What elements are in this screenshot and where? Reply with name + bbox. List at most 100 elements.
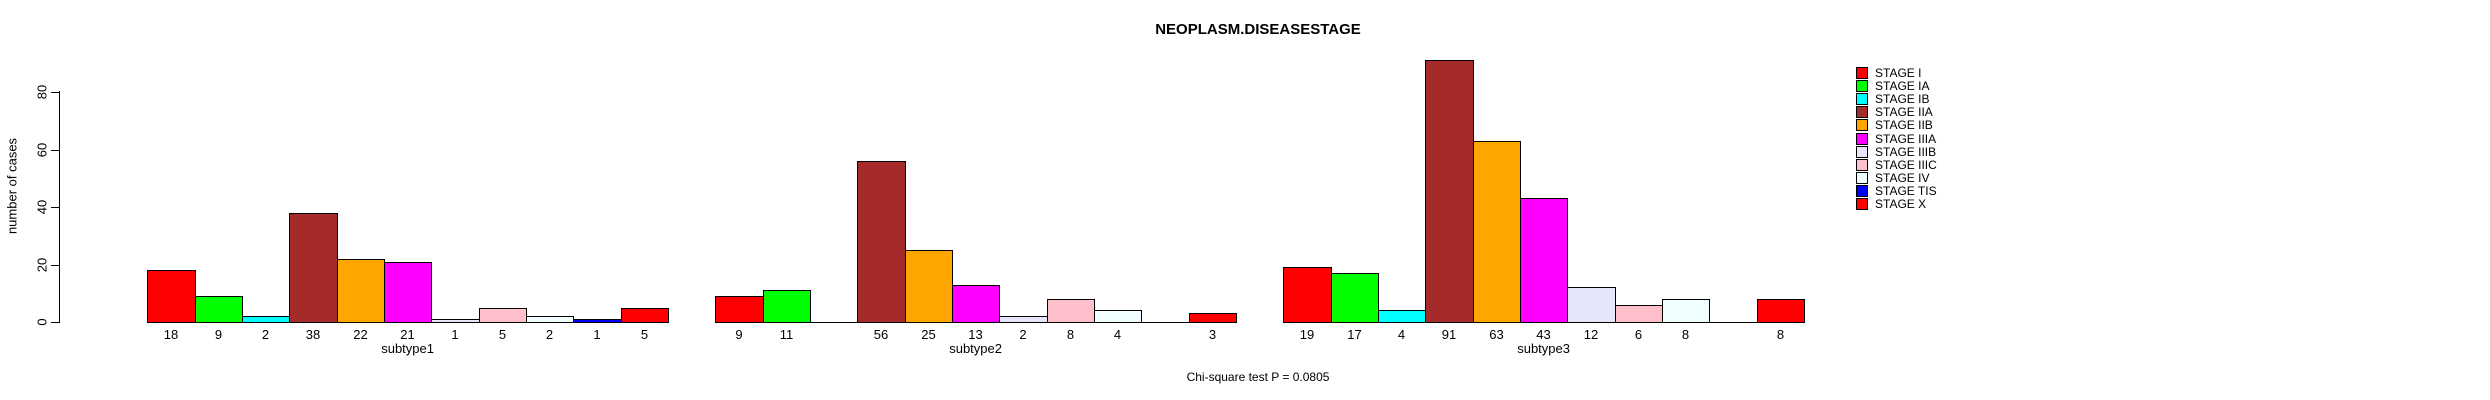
bar-stage-iiia	[952, 285, 1000, 323]
legend-swatch	[1856, 133, 1868, 145]
legend-swatch	[1856, 159, 1868, 171]
legend-swatch	[1856, 119, 1868, 131]
bar-value-label: 22	[353, 327, 368, 342]
legend-label: STAGE I	[1875, 66, 1922, 80]
bar-value-label: 3	[1208, 327, 1217, 342]
bar-value-label: 12	[1583, 327, 1599, 342]
legend-swatch	[1856, 146, 1868, 158]
bar-stage-ib	[242, 316, 290, 323]
bar-stage-iiic	[479, 308, 527, 323]
bar-stage-ia	[1331, 273, 1379, 323]
bar-value-label: 11	[779, 327, 794, 342]
bar-stage-iia	[289, 213, 338, 323]
legend-label: STAGE IA	[1875, 79, 1930, 93]
y-tick-label: 0	[34, 318, 50, 326]
legend-swatch	[1856, 67, 1868, 79]
legend-swatch	[1856, 185, 1868, 197]
bar-stage-ia	[763, 290, 811, 323]
bar-value-label: 4	[1397, 327, 1406, 342]
bar-stage-iib	[337, 259, 385, 323]
bar-value-label: 2	[545, 327, 554, 342]
legend-label: STAGE IIA	[1875, 105, 1933, 119]
legend-label: STAGE X	[1875, 197, 1927, 211]
y-tick-mark	[51, 265, 59, 266]
legend-swatch	[1856, 93, 1868, 105]
y-tick-mark	[51, 150, 59, 151]
legend-swatch	[1856, 198, 1868, 210]
bar-value-label: 2	[261, 327, 270, 342]
bar-stage-iiia	[384, 262, 432, 323]
bar-stage-iia	[1425, 60, 1474, 323]
bar-value-label: 63	[1489, 327, 1504, 342]
bar-value-label: 9	[214, 327, 223, 342]
y-tick-mark	[51, 322, 59, 323]
bar-value-label: 56	[873, 327, 889, 342]
y-tick-label: 80	[34, 84, 50, 100]
bar-value-label: 1	[451, 327, 459, 342]
bar-stage-iiib	[1567, 287, 1616, 323]
chi-square-note: Chi-square test P = 0.0805	[1186, 370, 1330, 384]
bar-stage-iv	[1094, 310, 1142, 323]
bar-value-label: 9	[735, 327, 743, 342]
bar-stage-iia	[857, 161, 906, 323]
bar-value-label: 38	[305, 327, 321, 342]
y-tick-mark	[51, 207, 59, 208]
y-tick-label: 20	[34, 257, 50, 273]
bar-stage-iv	[1662, 299, 1710, 323]
y-tick-label: 40	[34, 199, 50, 215]
bar-stage-ia	[195, 296, 243, 323]
bar-stage-iv	[526, 316, 574, 323]
bar-stage-iib	[1473, 141, 1521, 323]
bar-stage-x	[1757, 299, 1805, 323]
bar-value-label: 19	[1299, 327, 1315, 342]
bar-value-label: 8	[1776, 327, 1785, 342]
y-axis-label: number of cases	[4, 137, 20, 235]
bar-value-label: 13	[968, 327, 983, 342]
bar-stage-i	[715, 296, 764, 323]
bar-value-label: 17	[1347, 327, 1362, 342]
bar-stage-iiic	[1047, 299, 1095, 323]
bar-value-label: 18	[163, 327, 179, 342]
bar-value-label: 8	[1066, 327, 1075, 342]
y-tick-mark	[51, 92, 59, 93]
bar-value-label: 2	[1019, 327, 1027, 342]
bar-value-label: 8	[1681, 327, 1690, 342]
legend-swatch	[1856, 172, 1868, 184]
bar-value-label: 43	[1536, 327, 1551, 342]
bar-stage-iiic	[1615, 305, 1663, 323]
bar-stage-iib	[905, 250, 953, 323]
bar-value-label: 25	[921, 327, 936, 342]
bar-value-label: 91	[1441, 327, 1457, 342]
legend-swatch	[1856, 80, 1868, 92]
legend-label: STAGE IIIA	[1875, 132, 1937, 146]
bar-value-label: 6	[1634, 327, 1643, 342]
y-axis-line	[59, 91, 60, 323]
legend-label: STAGE IB	[1875, 92, 1930, 106]
legend-swatch	[1856, 106, 1868, 118]
bar-stage-ib	[1378, 310, 1426, 323]
bar-stage-i	[1283, 267, 1332, 323]
legend-label: STAGE IV	[1875, 171, 1930, 185]
bar-value-label: 5	[640, 327, 649, 342]
x-category-label: subtype1	[381, 341, 434, 356]
x-category-label: subtype2	[949, 341, 1002, 356]
bar-stage-iiib	[431, 319, 480, 323]
y-tick-label: 60	[34, 142, 50, 158]
bar-value-label: 5	[498, 327, 507, 342]
bar-value-label: 4	[1113, 327, 1122, 342]
bar-value-label: 1	[593, 327, 601, 342]
bar-stage-i	[147, 270, 196, 323]
legend-label: STAGE IIIB	[1875, 145, 1937, 159]
bar-stage-iiib	[999, 316, 1048, 323]
bar-stage-iiia	[1520, 198, 1568, 323]
chart-title: NEOPLASM.DISEASESTAGE	[1155, 21, 1361, 38]
legend-label: STAGE TIS	[1875, 184, 1937, 198]
x-category-label: subtype3	[1517, 341, 1570, 356]
bar-stage-tis	[573, 319, 622, 323]
legend-label: STAGE IIB	[1875, 118, 1933, 132]
legend-label: STAGE IIIC	[1875, 158, 1937, 172]
bar-value-label: 21	[400, 327, 415, 342]
bar-stage-x	[1189, 313, 1237, 323]
bar-stage-x	[621, 308, 669, 323]
